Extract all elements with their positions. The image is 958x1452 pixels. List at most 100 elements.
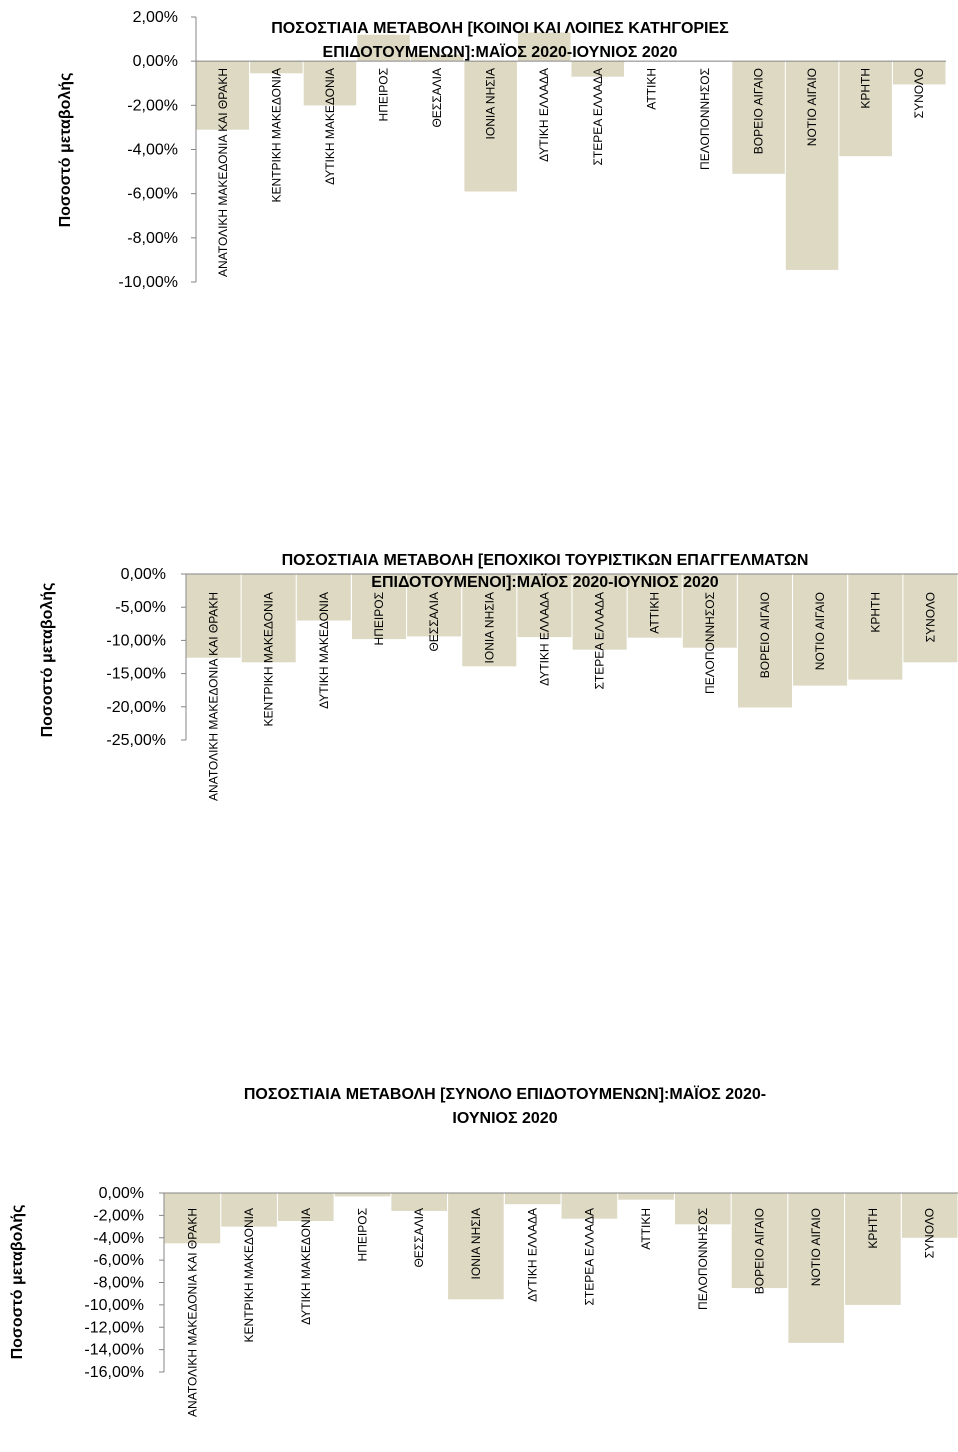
category-label: ΣΤΕΡΕΑ ΕΛΛΑΔΑ [582,1208,596,1306]
y-tick-label: -4,00% [127,142,178,159]
category-label: ΙΟΝΙΑ ΝΗΣΙΑ [482,592,496,663]
y-tick-label: -5,00% [115,599,166,616]
y-tick-label: -8,00% [127,230,178,247]
y-tick-label: -15,00% [106,666,166,683]
bar-10 [682,574,737,648]
category-label: ΑΤΤΙΚΗ [644,68,658,110]
bar-8 [571,61,624,77]
category-label: ΑΤΤΙΚΗ [648,592,662,634]
bar-9 [627,574,682,638]
category-label: ΔΥΤΙΚΗ ΕΛΛΑΔΑ [537,68,551,162]
category-label: ΣΥΝΟΛΟ [912,68,926,118]
chart-panel-3: 0,00% -2,00% -4,00% -6,00% -8,00% -10,00% -12,… [0,1070,958,1452]
category-label: ΔΥΤΙΚΗ ΕΛΛΑΔΑ [526,1208,540,1302]
bar-5 [407,574,462,637]
y-tick-label: -8,00% [93,1275,144,1292]
category-label: ΣΥΝΟΛΟ [923,592,937,642]
y-tick-label: -2,00% [93,1207,144,1224]
y-tick-label: -25,00% [106,732,166,749]
category-label: ΔΥΤΙΚΗ ΜΑΚΕΔΟΝΙΑ [323,68,337,185]
bar-4 [357,34,410,62]
category-label: ΒΟΡΕΙΟ ΑΙΓΑΙΟ [753,1208,767,1294]
y-tick-label: -12,00% [84,1319,144,1336]
category-label: ΙΟΝΙΑ ΝΗΣΙΑ [469,1208,483,1279]
bar-12 [788,1193,844,1343]
category-label: ΑΤΤΙΚΗ [639,1208,653,1250]
bar-6 [464,61,517,192]
category-label: ΒΟΡΕΙΟ ΑΙΓΑΙΟ [752,68,766,154]
bar-4 [334,1193,391,1197]
bar-2 [241,574,296,663]
y-axis-title: Ποσοστό μεταβολής [9,1205,26,1360]
y-tick-label: -6,00% [93,1252,144,1269]
category-label: ΚΡΗΤΗ [868,592,882,633]
category-label: ΘΕΣΣΑΛΙΑ [427,592,441,652]
bar-5 [391,1193,447,1211]
category-label: ΠΕΛΟΠΟΝΝΗΣΟΣ [698,68,712,170]
bar-9 [618,1193,674,1200]
chart-title-line: ΕΠΙΔΟΤΟΥΜΕΝΟΙ]:ΜΑΪΟΣ 2020-ΙΟΥΝΙΟΣ 2020 [371,573,718,591]
bar-6 [462,574,517,667]
bar-7 [517,574,572,638]
bar-12 [793,574,848,686]
category-label: ΣΤΕΡΕΑ ΕΛΛΑΔΑ [591,68,605,166]
bar-1 [186,574,241,658]
y-tick-label: 0,00% [99,1185,144,1202]
category-label: ΣΤΕΡΕΑ ΕΛΛΑΔΑ [593,592,607,690]
category-label: ΣΥΝΟΛΟ [923,1208,937,1258]
chart-title-line: ΠΟΣΟΣΤΙΑΙΑ ΜΕΤΑΒΟΛΗ [ΕΠΟΧΙΚΟΙ ΤΟΥΡΙΣΤΙΚΩ… [282,552,809,569]
y-tick-label: -10,00% [106,632,166,649]
category-label: ΑΝΑΤΟΛΙΚΗ ΜΑΚΕΔΟΝΙΑ ΚΑΙ ΘΡΑΚΗ [185,1208,199,1417]
y-tick-label: -14,00% [84,1342,144,1359]
chart-title-line: ΙΟΥΝΙΟΣ 2020 [452,1110,557,1127]
y-tick-label: 2,00% [133,9,178,26]
y-axis-title: Ποσοστό μεταβολής [57,73,74,228]
bar-14 [893,61,946,85]
bar-2 [221,1193,277,1227]
category-label: ΚΕΝΤΡΙΚΗ ΜΑΚΕΔΟΝΙΑ [242,1208,256,1342]
category-label: ΑΝΑΤΟΛΙΚΗ ΜΑΚΕΔΟΝΙΑ ΚΑΙ ΘΡΑΚΗ [216,68,230,277]
bar-chart-1: 2,00% 0,00% -2,00% -4,00% -6,00% -8,00% -10,00… [57,9,946,291]
y-tick-label: -4,00% [93,1230,144,1247]
category-label: ΚΕΝΤΡΙΚΗ ΜΑΚΕΔΟΝΙΑ [262,592,276,726]
category-label: ΘΕΣΣΑΛΙΑ [430,68,444,128]
bar-4 [352,574,406,640]
chart-title-line: ΠΟΣΟΣΤΙΑΙΑ ΜΕΤΑΒΟΛΗ [ΣΥΝΟΛΟ ΕΠΙΔΟΤΟΥΜΕΝΩ… [244,1085,766,1103]
bar-3 [296,574,351,621]
category-label: ΔΥΤΙΚΗ ΕΛΛΑΔΑ [537,592,551,686]
category-label: ΔΥΤΙΚΗ ΜΑΚΕΔΟΝΙΑ [299,1208,313,1325]
category-label: ΗΠΕΙΡΟΣ [356,1208,370,1261]
bar-1 [196,61,249,130]
y-axis-title: Ποσοστό μεταβολής [39,583,56,738]
category-label: ΝΟΤΙΟ ΑΙΓΑΙΟ [813,592,827,670]
bar-5 [410,54,464,62]
bar-8 [572,574,627,650]
bar-11 [732,61,785,174]
y-tick-label: -2,00% [127,97,178,114]
category-label: ΚΡΗΤΗ [866,1208,880,1249]
y-tick-label: -16,00% [84,1364,144,1381]
bar-chart-2: 0,00% -5,00% -10,00% -15,00% -20,00% -25,00% Π… [39,552,958,801]
category-label: ΝΟΤΙΟ ΑΙΓΑΙΟ [805,68,819,146]
bar-11 [731,1193,788,1289]
y-tick-label: -20,00% [106,699,166,716]
category-label: ΙΟΝΙΑ ΝΗΣΙΑ [484,68,498,139]
bar-7 [518,32,571,62]
category-label: ΒΟΡΕΙΟ ΑΙΓΑΙΟ [758,592,772,678]
bar-10 [675,1193,731,1225]
bar-14 [901,1193,958,1238]
chart-title-line: ΠΟΣΟΣΤΙΑΙΑ ΜΕΤΑΒΟΛΗ [ΚΟΙΝΟΙ ΚΑΙ ΛΟΙΠΕΣ Κ… [271,20,729,37]
bar-11 [738,574,792,708]
category-label: ΚΕΝΤΡΙΚΗ ΜΑΚΕΔΟΝΙΑ [269,68,283,202]
y-tick-label: 0,00% [121,566,166,583]
bar-3 [303,61,357,106]
bar-7 [504,1193,561,1205]
bar-13 [845,1193,901,1305]
category-label: ΚΡΗΤΗ [859,68,873,109]
y-tick-label: 0,00% [133,53,178,70]
chart-panel-1: 2,00% 0,00% -2,00% -4,00% -6,00% -8,00% -10,00… [0,0,958,330]
category-label: ΝΟΤΙΟ ΑΙΓΑΙΟ [809,1208,823,1286]
bar-12 [785,61,839,270]
bar-8 [561,1193,618,1219]
bar-1 [164,1193,221,1244]
